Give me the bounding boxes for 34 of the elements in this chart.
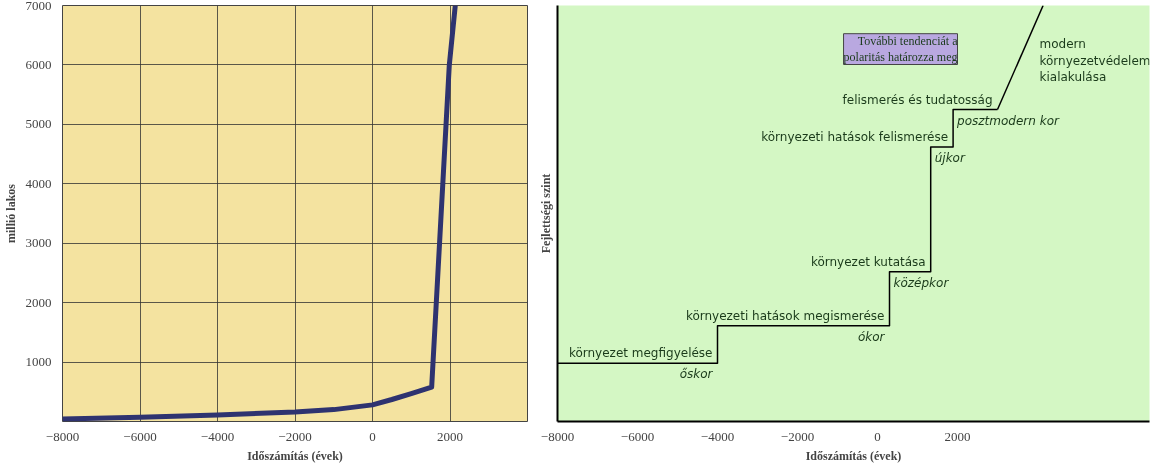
x-tick-label: −6000 — [620, 428, 655, 444]
x-tick-label: 2000 — [437, 428, 463, 444]
annotation: környezet kutatása — [810, 254, 926, 269]
x-tick-label: −8000 — [540, 428, 575, 444]
x-tick-label: −2000 — [278, 428, 312, 444]
y-tick-label: 4000 — [25, 175, 52, 191]
annotation: környezeti hatások megismerése — [685, 308, 885, 323]
x-tick-label: −4000 — [200, 428, 235, 444]
y-tick-label: 5000 — [25, 116, 52, 132]
annotation: környezet megfigyelése — [568, 346, 713, 361]
annotation: őskor — [679, 367, 714, 382]
y-axis-title: Fejlettségi szint — [538, 173, 553, 254]
x-tick-label: −8000 — [45, 428, 80, 444]
x-tick-label: −4000 — [700, 428, 735, 444]
annotation: középkor — [893, 275, 950, 290]
annotation: posztmodern kor — [956, 113, 1060, 128]
x-axis-title: Időszámítás (évek) — [805, 448, 902, 463]
x-tick-label: 2000 — [944, 428, 971, 444]
x-tick-label: −2000 — [780, 428, 815, 444]
x-axis-title: Időszámítás (évek) — [247, 448, 343, 463]
y-tick-label: 6000 — [25, 56, 52, 72]
y-tick-label: 1000 — [25, 354, 52, 370]
annotation: újkor — [934, 150, 966, 165]
x-tick-label: −6000 — [123, 428, 157, 444]
x-tick-label: 0 — [369, 428, 376, 444]
annotation: ókor — [857, 329, 886, 344]
annotation: környezeti hatások felismerése — [761, 129, 949, 144]
y-tick-label: 7000 — [25, 0, 52, 13]
annotation: felismerés és tudatosság — [842, 92, 993, 107]
annotation: modern környezetvédelem kialakulása — [1039, 36, 1151, 85]
x-tick-label: 0 — [874, 428, 881, 444]
y-tick-label: 2000 — [25, 294, 52, 310]
y-axis-title: millió lakos — [3, 183, 18, 243]
y-tick-label: 3000 — [25, 235, 52, 251]
